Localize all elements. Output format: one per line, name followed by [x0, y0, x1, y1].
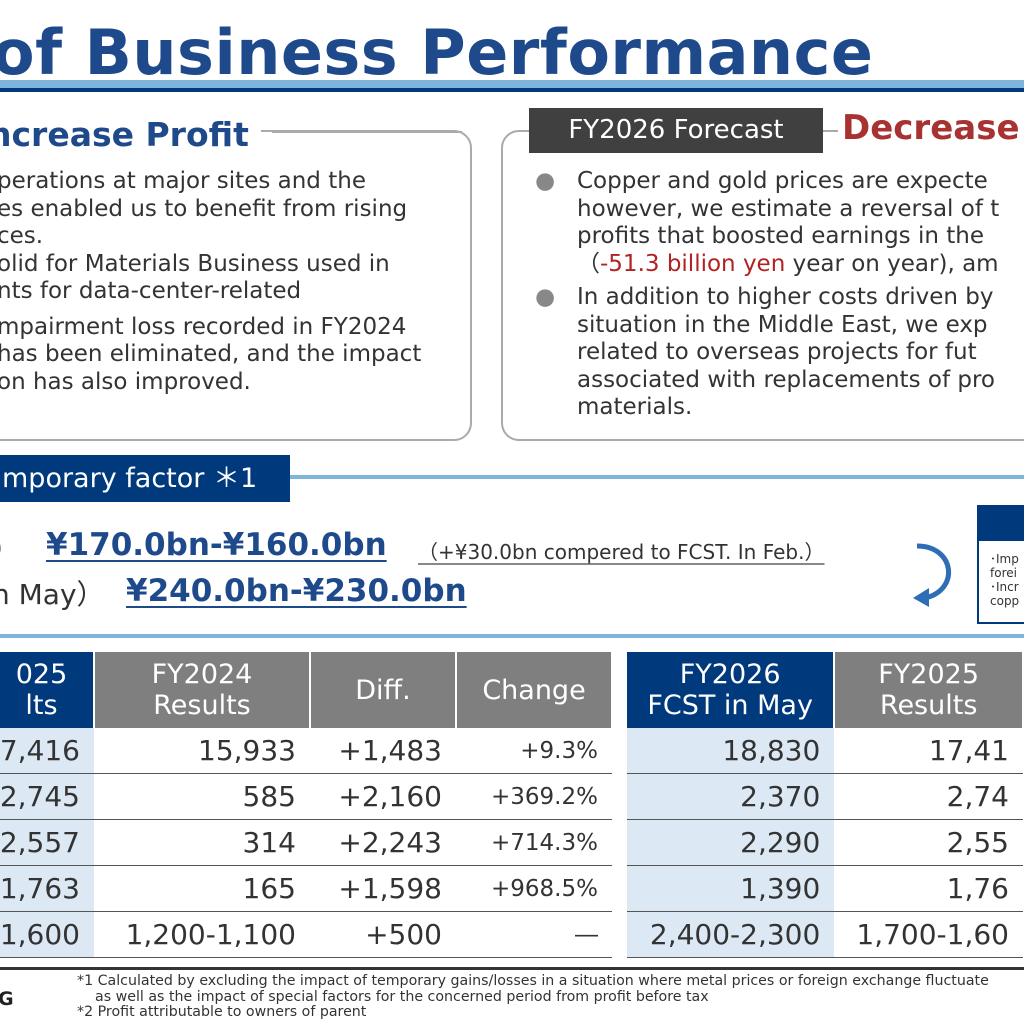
text-line: has been eliminated, and the impact [0, 341, 422, 367]
text-line: （-51.3 billion yen year on year), am [577, 250, 999, 277]
table-cell: 1,390 [627, 865, 835, 912]
title-underline-dark [0, 88, 1024, 92]
table-cell: 1,76 [834, 865, 1023, 912]
table-cell: +1,483 [310, 728, 456, 774]
table-cell: 7,416 [0, 728, 94, 774]
decrease-heading: Decrease [838, 108, 1024, 148]
text-line: mpairment loss recorded in FY2024 [0, 313, 407, 340]
previous-forecast-label: ） [0, 528, 20, 568]
column-header: Change [456, 652, 613, 728]
temporary-factor-tag: mporary factor ＊1 [0, 455, 290, 502]
fy2025-results-panel [0, 130, 472, 441]
table-cell: +500 [310, 911, 456, 958]
text-line: olid for Materials Business used in [0, 250, 390, 277]
table-cell: 17,41 [834, 728, 1023, 774]
may-forecast-label: n May） [0, 578, 105, 611]
table-cell: 585 [94, 773, 310, 820]
column-header: Diff. [310, 652, 457, 728]
text-line: associated with replacements of pro [577, 366, 995, 393]
fy2026-forecast-panel [501, 130, 1024, 441]
table-row: 2,370 2,74 [627, 773, 1023, 820]
previous-forecast-value: ¥170.0bn-¥160.0bn [46, 527, 387, 563]
table-row: 1,600 1,200-1,100 +500 ― [0, 911, 612, 958]
company-logo: G [0, 988, 14, 1010]
fy2025-comparison-table: 025 lts FY2024 Results Diff. Change 7,416 … [0, 652, 613, 958]
bullet-dot-icon: ● [535, 168, 556, 194]
forecast-tag: FY2026 Forecast [529, 108, 823, 153]
column-header: FY2026 FCST in May [627, 652, 836, 728]
fy2026-forecast-table: FY2026 FCST in May FY2025 Results 18,830 1… [627, 652, 1024, 958]
table-cell: 2,55 [834, 819, 1023, 866]
table-cell: 2,400-2,300 [627, 911, 835, 958]
table-cell: 1,600 [0, 911, 94, 958]
table-row: 2,400-2,300 1,700-1,60 [627, 911, 1023, 958]
forecast-comparison-note: （+¥30.0bn compered to FCST. In Feb.） [418, 540, 825, 564]
table-row: 2,290 2,55 [627, 819, 1023, 866]
title-underline-light [0, 80, 1024, 88]
bullet-item: ● Copper and gold prices are expecte [535, 168, 988, 194]
text-line: es enabled us to benefit from rising [0, 195, 408, 222]
table-cell: 1,700-1,60 [834, 911, 1023, 958]
footnote: *2 Profit attributable to owners of pare… [77, 1004, 367, 1020]
table-row: 1,763 165 +1,598 +968.5% [0, 865, 612, 912]
table-cell: 314 [94, 819, 310, 866]
table-cell: 2,370 [627, 773, 835, 820]
column-header: FY2025 Results [834, 652, 1024, 728]
panel-heading-rule [272, 131, 462, 133]
factor-detail-header [979, 507, 1024, 541]
table-cell: ― [456, 911, 612, 958]
table-cell: 15,933 [94, 728, 310, 774]
table-cell: +1,598 [310, 865, 456, 912]
text-line: materials. [577, 394, 693, 420]
curved-arrow-icon [913, 543, 952, 607]
table-row: 7,416 15,933 +1,483 +9.3% [0, 728, 612, 774]
footnote: as well as the impact of special factors… [77, 988, 709, 1005]
column-header: FY2024 Results [94, 652, 311, 728]
text-line [0, 306, 421, 314]
table-cell: 1,200-1,100 [94, 911, 310, 958]
table-cell: 2,745 [0, 773, 94, 820]
table-cell: +968.5% [456, 865, 612, 912]
table-cell: +2,160 [310, 773, 456, 820]
bullet-item: ● In addition to higher costs driven by [535, 284, 994, 310]
text-line: situation in the Middle East, we exp [577, 311, 988, 338]
table-cell: 165 [94, 865, 310, 912]
text-line: on has also improved. [0, 368, 251, 395]
text-line: however, we estimate a reversal of t [577, 195, 1000, 222]
table-cell: 2,557 [0, 819, 94, 866]
table-cell: 2,290 [627, 819, 835, 866]
forecast-explanation-text: ● Copper and gold prices are expecte howe… [535, 168, 999, 422]
table-cell: 18,830 [627, 728, 835, 774]
footnote: *1 Calculated by excluding the impact of… [77, 973, 989, 989]
table-cell: +2,243 [310, 819, 456, 866]
section-rule [290, 475, 1024, 479]
increase-profit-heading: ncrease Profit [0, 115, 261, 154]
text-line: perations at major sites and the [0, 168, 366, 194]
text-line: profits that boosted earnings in the [577, 223, 985, 249]
table-cell: +369.2% [456, 773, 612, 820]
table-row: 2,745 585 +2,160 +369.2% [0, 773, 612, 820]
bullet-dot-icon: ● [535, 284, 556, 310]
table-row: 1,390 1,76 [627, 865, 1023, 912]
table-cell: 1,763 [0, 865, 94, 912]
text-line: ces. [0, 223, 44, 249]
page-title: of Business Performance [0, 16, 874, 89]
factor-detail-text: ･Imp forei ･Incr copp [990, 552, 1020, 608]
table-cell: +9.3% [456, 728, 612, 774]
text-line: nts for data-center-related [0, 278, 302, 304]
column-header: 025 lts [0, 652, 95, 728]
footer-rule [0, 967, 1024, 970]
section-rule [0, 634, 1024, 638]
table-cell: 2,74 [834, 773, 1023, 820]
yoy-change-value: -51.3 billion yen [600, 250, 786, 277]
text-line: related to overseas projects for fut [577, 339, 977, 365]
footnotes: *1 Calculated by excluding the impact of… [77, 973, 989, 1021]
table-row: 18,830 17,41 [627, 728, 1023, 774]
results-explanation-text: perations at major sites and the es enab… [0, 168, 421, 396]
table-row: 2,557 314 +2,243 +714.3% [0, 819, 612, 866]
may-forecast-value: ¥240.0bn-¥230.0bn [126, 573, 467, 609]
table-cell: +714.3% [456, 819, 612, 866]
